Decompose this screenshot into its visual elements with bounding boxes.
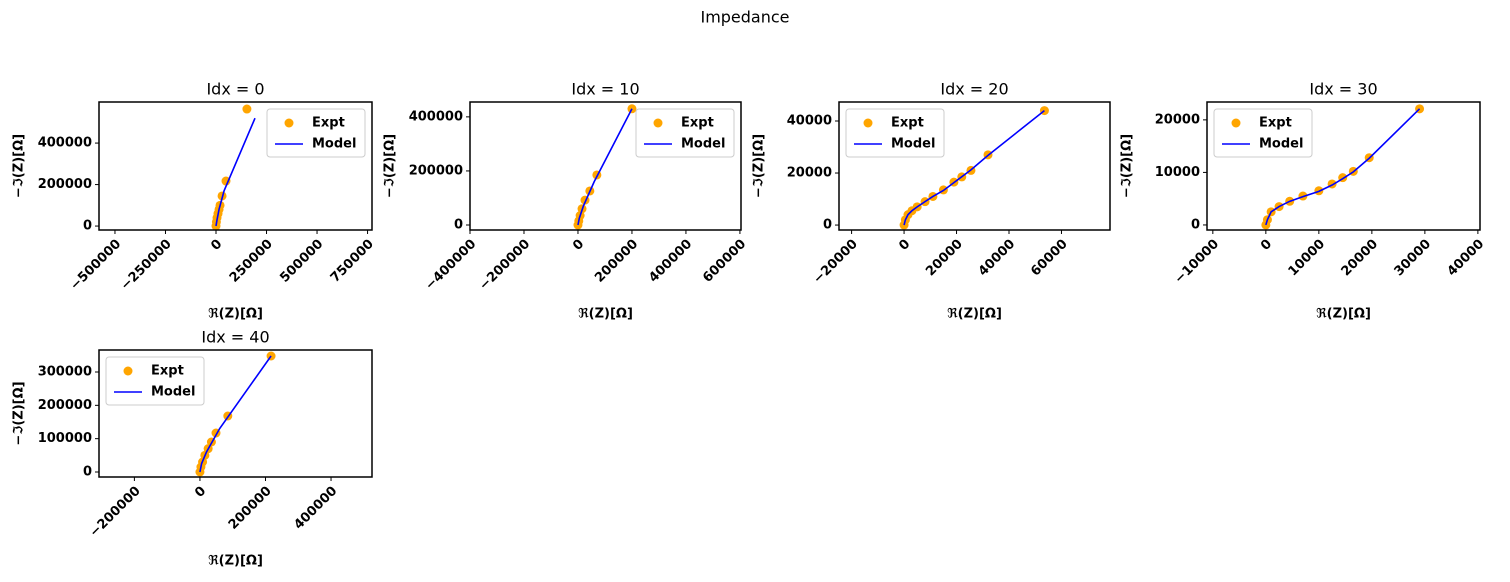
y-tick-label: 400000: [38, 136, 92, 151]
legend-swatch: [1231, 118, 1241, 128]
legend-label: Expt: [1259, 116, 1292, 131]
x-axis-label: ℜ(Z)[Ω]: [947, 307, 1002, 322]
model-line: [903, 109, 1045, 226]
x-tick-label: 0: [1258, 237, 1275, 254]
data-point: [242, 104, 252, 114]
y-tick-label: 10000: [1155, 165, 1200, 180]
y-axis-label: −ℑ(Z)[Ω]: [752, 134, 767, 198]
y-tick-label: 0: [83, 465, 92, 480]
y-tick-label: 20000: [787, 166, 832, 181]
plot-frame: [1206, 101, 1481, 231]
plot-frame: [469, 101, 742, 231]
x-tick-label: 200000: [226, 484, 275, 533]
model-line: [577, 108, 633, 226]
y-tick-label: 0: [83, 219, 92, 234]
legend-label: Expt: [312, 116, 345, 131]
x-tick-label: −200000: [477, 237, 534, 294]
y-tick-label: 0: [1191, 217, 1200, 232]
y-tick-label: 200000: [38, 398, 92, 413]
subplot: −400000−200000 0 200000 400000 6000000200000…: [383, 80, 750, 322]
plot-frame: [98, 349, 373, 478]
x-tick-label: 400000: [646, 237, 695, 286]
model-line: [1265, 108, 1421, 226]
x-axis-label: ℜ(Z)[Ω]: [208, 307, 263, 322]
x-tick-label: 40000: [976, 237, 1019, 280]
y-tick-label: 200000: [38, 177, 92, 192]
legend-label: Expt: [891, 116, 924, 131]
y-axis-label: −ℑ(Z)[Ω]: [12, 134, 27, 198]
x-tick-label: 200000: [592, 237, 641, 286]
legend-swatch: [653, 118, 663, 128]
legend-swatch: [863, 118, 873, 128]
y-axis-label: −ℑ(Z)[Ω]: [383, 134, 398, 198]
subplot: −200000 0 200000 400000 0 100000 200000 300000 I…: [12, 328, 373, 569]
data-point: [221, 176, 231, 186]
subplot: −10000 0 10000 20000 30000 4000001000020000Id…: [1120, 80, 1488, 322]
x-tick-label: 0: [896, 237, 913, 254]
x-tick-label: −250000: [118, 237, 175, 294]
x-tick-label: 60000: [1028, 237, 1071, 280]
legend-label: Expt: [151, 364, 184, 379]
x-axis-label: ℜ(Z)[Ω]: [578, 307, 633, 322]
x-tick-label: −200000: [87, 484, 144, 541]
y-tick-label: 40000: [787, 113, 832, 128]
y-tick-label: 200000: [409, 163, 463, 178]
y-tick-label: 20000: [1155, 112, 1200, 127]
subplot-title: Idx = 10: [571, 80, 639, 99]
legend-label: Model: [312, 137, 356, 152]
plot-frame: [838, 101, 1111, 231]
x-tick-label: 40000: [1445, 237, 1488, 280]
y-tick-label: 0: [823, 218, 832, 233]
y-tick-label: 300000: [38, 365, 92, 380]
x-axis-label: ℜ(Z)[Ω]: [208, 554, 263, 569]
x-tick-label: 600000: [700, 237, 749, 286]
figure-title: Impedance: [700, 8, 789, 27]
legend-swatch: [123, 366, 133, 376]
y-tick-label: 100000: [38, 431, 92, 446]
legend-label: Model: [151, 385, 195, 400]
legend-label: Model: [1259, 137, 1303, 152]
y-tick-label: 0: [454, 217, 463, 232]
legend-label: Model: [891, 137, 935, 152]
plot-frame: [98, 101, 373, 231]
x-tick-label: −400000: [423, 237, 480, 294]
x-tick-label: 10000: [1286, 237, 1329, 280]
x-tick-label: −500000: [68, 237, 125, 294]
subplot-title: Idx = 0: [206, 80, 264, 99]
x-tick-label: 30000: [1392, 237, 1435, 280]
legend-swatch: [284, 118, 294, 128]
y-axis-label: −ℑ(Z)[Ω]: [1120, 134, 1135, 198]
x-tick-label: 500000: [277, 237, 326, 286]
x-tick-label: 400000: [291, 484, 340, 533]
y-axis-label: −ℑ(Z)[Ω]: [12, 381, 27, 445]
x-tick-label: 0: [570, 237, 587, 254]
model-line: [215, 117, 256, 227]
y-tick-label: 400000: [409, 109, 463, 124]
x-tick-label: 20000: [923, 237, 966, 280]
x-tick-label: 750000: [328, 237, 377, 286]
subplot-title: Idx = 40: [201, 328, 269, 347]
x-tick-label: 0: [208, 237, 225, 254]
subplot-title: Idx = 30: [1309, 80, 1377, 99]
x-tick-label: 0: [192, 484, 209, 501]
subplot-title: Idx = 20: [940, 80, 1008, 99]
x-tick-label: −10000: [1172, 237, 1222, 287]
x-tick-label: −20000: [811, 237, 861, 287]
subplot: −500000−250000 0 250000 500000 7500000200000…: [12, 80, 377, 322]
legend-label: Model: [681, 137, 725, 152]
x-axis-label: ℜ(Z)[Ω]: [1316, 307, 1371, 322]
model-line: [199, 355, 272, 473]
x-tick-label: 20000: [1339, 237, 1382, 280]
x-tick-label: 250000: [227, 237, 276, 286]
legend-label: Expt: [681, 116, 714, 131]
